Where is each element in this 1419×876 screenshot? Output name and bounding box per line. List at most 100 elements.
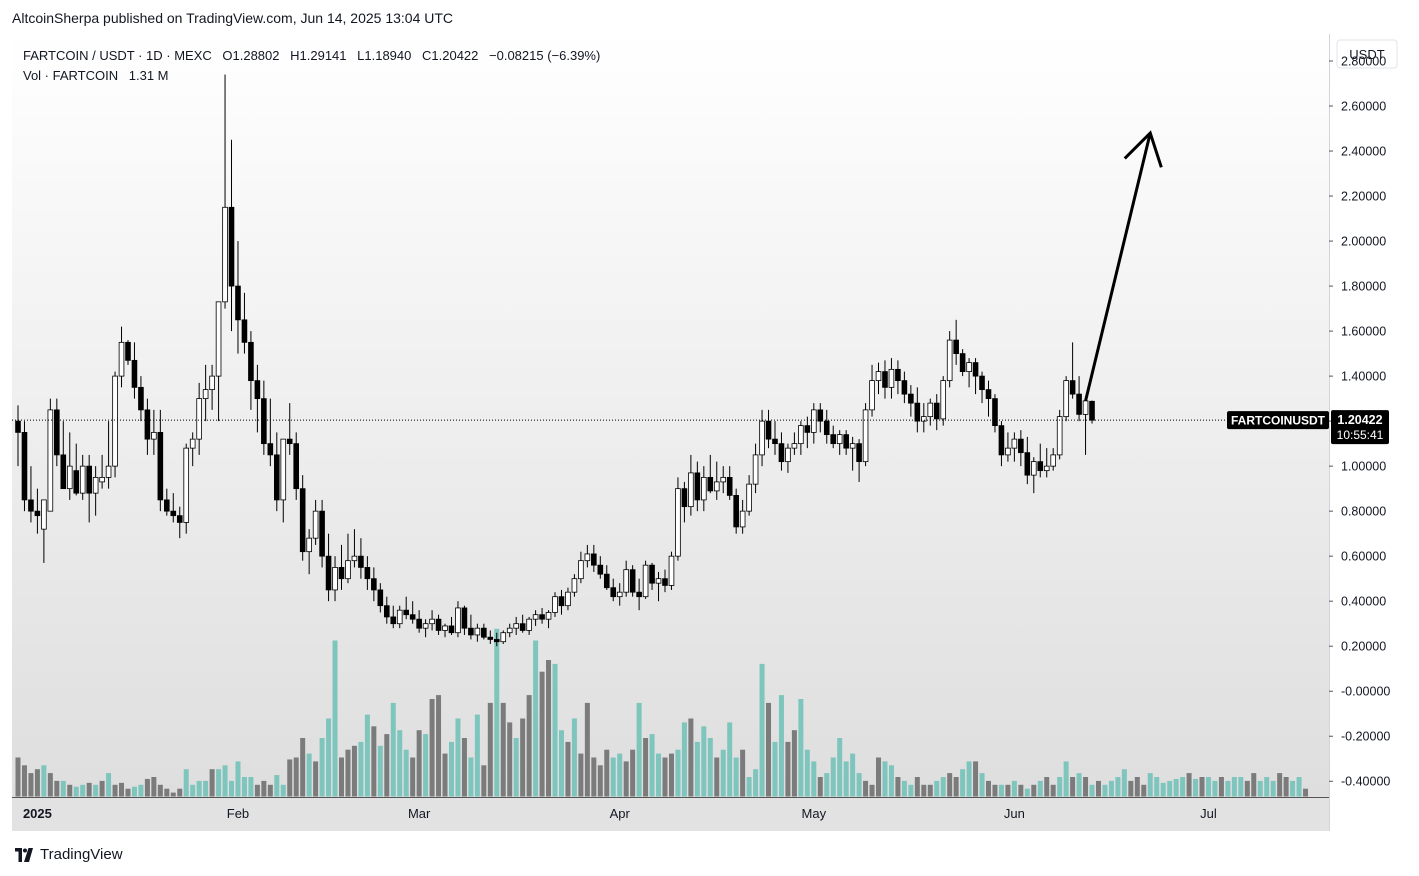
candle[interactable] [47, 409, 54, 512]
candle[interactable] [713, 481, 720, 492]
candle[interactable] [694, 472, 701, 501]
candle[interactable] [1030, 461, 1037, 476]
candle[interactable] [416, 618, 422, 629]
candle[interactable] [1056, 416, 1063, 456]
candle[interactable] [875, 371, 882, 382]
candle[interactable] [196, 398, 202, 440]
candle[interactable] [92, 476, 99, 494]
candle[interactable] [144, 409, 151, 440]
candle[interactable] [908, 393, 914, 404]
candle[interactable] [552, 596, 558, 613]
candle[interactable] [655, 578, 662, 584]
candle[interactable] [785, 447, 791, 463]
candle[interactable] [202, 389, 209, 400]
candle[interactable] [532, 614, 539, 620]
candle[interactable] [798, 425, 804, 445]
candle[interactable] [752, 454, 759, 485]
candle[interactable] [629, 569, 636, 593]
candle[interactable] [746, 483, 752, 512]
candle[interactable] [396, 609, 403, 625]
candle[interactable] [759, 420, 765, 456]
candle[interactable] [675, 488, 681, 557]
candle[interactable] [377, 589, 384, 607]
candle[interactable] [125, 341, 131, 361]
candle[interactable] [403, 609, 409, 616]
candle[interactable] [739, 510, 746, 528]
candle[interactable] [215, 301, 222, 377]
candle[interactable] [118, 341, 125, 377]
trend-arrow-head[interactable] [1123, 130, 1163, 168]
candle[interactable] [603, 573, 610, 589]
candle[interactable] [953, 339, 959, 355]
candle[interactable] [584, 553, 591, 562]
candle[interactable] [105, 465, 112, 478]
candle[interactable] [99, 476, 105, 483]
currency-button[interactable] [1336, 39, 1398, 69]
candle[interactable] [901, 380, 908, 395]
candle[interactable] [649, 564, 655, 584]
candle[interactable] [273, 454, 280, 501]
candle[interactable] [856, 443, 862, 463]
candle[interactable] [623, 569, 629, 593]
candle[interactable] [791, 443, 798, 449]
candle[interactable] [1063, 380, 1069, 418]
candle[interactable] [927, 402, 934, 418]
candle[interactable] [383, 605, 390, 618]
candle[interactable] [468, 627, 474, 636]
candle[interactable] [616, 591, 623, 598]
candle[interactable] [733, 495, 739, 528]
tradingview-brand[interactable]: TradingView [12, 846, 123, 863]
candle[interactable] [513, 623, 519, 629]
candle[interactable] [500, 632, 507, 643]
symbol-tag[interactable] [1227, 411, 1329, 430]
candle[interactable] [882, 371, 888, 388]
candle[interactable] [312, 510, 319, 539]
candle[interactable] [73, 470, 80, 494]
candle[interactable] [21, 431, 28, 501]
candle[interactable] [254, 380, 261, 400]
candle[interactable] [435, 618, 442, 631]
candle[interactable] [286, 438, 293, 445]
candle[interactable] [15, 420, 21, 433]
candle[interactable] [60, 454, 67, 490]
candle[interactable] [325, 555, 332, 591]
candle[interactable] [455, 607, 461, 634]
candle[interactable] [1043, 465, 1050, 472]
candle[interactable] [267, 443, 274, 456]
candle[interactable] [804, 425, 811, 433]
candle[interactable] [688, 472, 694, 508]
candle[interactable] [545, 612, 552, 620]
candle[interactable] [539, 614, 545, 620]
candle[interactable] [461, 607, 468, 629]
candle[interactable] [662, 578, 668, 586]
candle[interactable] [151, 431, 157, 440]
candle[interactable] [921, 416, 927, 422]
candle[interactable] [351, 555, 358, 562]
candle[interactable] [493, 639, 500, 643]
candle[interactable] [895, 368, 901, 382]
candle[interactable] [222, 206, 228, 303]
candle[interactable] [933, 402, 940, 420]
candle[interactable] [811, 409, 817, 433]
candle[interactable] [992, 398, 998, 427]
candle[interactable] [345, 560, 351, 580]
candle[interactable] [578, 560, 584, 580]
candle[interactable] [183, 447, 190, 523]
volume-label[interactable]: Vol · FARTCOIN [23, 68, 119, 83]
candle[interactable] [558, 596, 565, 607]
candle[interactable] [772, 438, 778, 445]
candle[interactable] [720, 476, 727, 483]
candle[interactable] [1069, 380, 1076, 395]
candle[interactable] [299, 488, 306, 553]
candle[interactable] [41, 499, 47, 530]
candle[interactable] [157, 431, 164, 501]
candle[interactable] [1024, 452, 1031, 476]
candle[interactable] [248, 341, 254, 382]
candle[interactable] [597, 564, 604, 575]
candle[interactable] [914, 402, 921, 422]
candle[interactable] [1018, 438, 1024, 454]
candle[interactable] [959, 353, 966, 373]
candle[interactable] [235, 285, 241, 321]
candle[interactable] [1050, 454, 1057, 467]
